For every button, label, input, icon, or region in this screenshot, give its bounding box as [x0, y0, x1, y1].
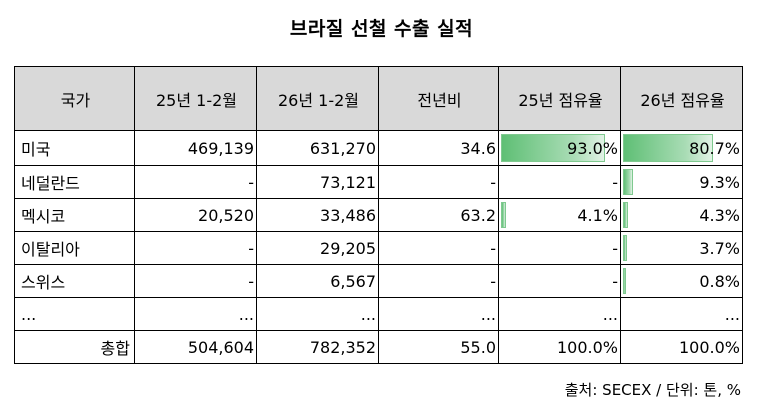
total-y25: 504,604 [134, 330, 257, 364]
yoy-cell: - [378, 264, 499, 298]
share25-cell: 4.1% [498, 198, 621, 232]
share25-databar [501, 202, 506, 228]
country-cell: 스위스 [14, 264, 135, 298]
table-row: 미국 469,139 631,270 34.6 93.0% 80.7% [14, 130, 743, 166]
header-26: 26년 1-2월 [256, 66, 379, 131]
y26-cell: 6,567 [256, 264, 379, 298]
total-share25: 100.0% [498, 330, 621, 364]
share25-cell: 93.0% [498, 130, 621, 166]
share26-value: 4.3% [699, 205, 740, 225]
total-label: 총합 [14, 330, 135, 364]
share26-cell: 9.3% [620, 165, 743, 199]
y25-cell: ... [134, 297, 257, 331]
share25-cell: ... [498, 297, 621, 331]
y25-cell: 20,520 [134, 198, 257, 232]
header-share25: 25년 점유율 [498, 66, 621, 131]
yoy-cell: 63.2 [378, 198, 499, 232]
share26-value: 3.7% [699, 238, 740, 258]
share26-databar [623, 235, 627, 261]
table-row: 네덜란드 -73,121- -9.3% [14, 165, 743, 199]
yoy-cell: 34.6 [378, 130, 499, 166]
share26-value: ... [724, 304, 740, 324]
header-share26: 26년 점유율 [620, 66, 743, 131]
yoy-cell: ... [378, 297, 499, 331]
country-cell: 이탈리아 [14, 231, 135, 265]
share25-value: ... [602, 304, 618, 324]
total-share26: 100.0% [620, 330, 743, 364]
y25-cell: - [134, 231, 257, 265]
share25-value: 93.0% [567, 138, 618, 158]
y25-cell: - [134, 264, 257, 298]
country-cell: 미국 [14, 130, 135, 166]
share25-value: - [612, 271, 618, 291]
table-row: 스위스 -6,567- -0.8% [14, 264, 743, 298]
share26-value: 0.8% [699, 271, 740, 291]
y26-cell: 29,205 [256, 231, 379, 265]
source-note: 출처: SECEX / 단위: 톤, % [564, 381, 741, 399]
share26-databar [623, 134, 713, 162]
share26-databar [623, 169, 633, 195]
share26-value: 80.7% [689, 138, 740, 158]
y26-cell: ... [256, 297, 379, 331]
country-cell: 멕시코 [14, 198, 135, 232]
total-y26: 782,352 [256, 330, 379, 364]
share25-value: - [612, 172, 618, 192]
share25-cell: - [498, 264, 621, 298]
country-cell: 네덜란드 [14, 165, 135, 199]
table-row: .................. [14, 297, 743, 331]
header-25: 25년 1-2월 [134, 66, 257, 131]
share26-databar [623, 268, 626, 294]
y26-cell: 73,121 [256, 165, 379, 199]
yoy-cell: - [378, 231, 499, 265]
share26-cell: ... [620, 297, 743, 331]
y26-cell: 33,486 [256, 198, 379, 232]
y25-cell: 469,139 [134, 130, 257, 166]
table-row: 이탈리아 -29,205- -3.7% [14, 231, 743, 265]
share26-cell: 3.7% [620, 231, 743, 265]
share25-value: 4.1% [577, 205, 618, 225]
y26-cell: 631,270 [256, 130, 379, 166]
table-row: 멕시코 20,520 33,486 63.2 4.1% 4.3% [14, 198, 743, 232]
share26-databar [623, 202, 628, 228]
share25-value: - [612, 238, 618, 258]
header-row: 국가 25년 1-2월 26년 1-2월 전년비 25년 점유율 26년 점유율 [14, 66, 743, 131]
header-country: 국가 [14, 66, 135, 131]
share25-databar [501, 134, 605, 162]
export-table: 국가 25년 1-2월 26년 1-2월 전년비 25년 점유율 26년 점유율… [14, 66, 743, 364]
table-title: 브라질 선철 수출 실적 [289, 18, 474, 40]
country-cell: ... [14, 297, 135, 331]
share26-cell: 0.8% [620, 264, 743, 298]
total-yoy: 55.0 [378, 330, 499, 364]
total-row: 총합 504,604 782,352 55.0 100.0% 100.0% [14, 330, 743, 364]
share26-cell: 80.7% [620, 130, 743, 166]
header-yoy: 전년비 [378, 66, 499, 131]
share26-cell: 4.3% [620, 198, 743, 232]
share25-cell: - [498, 231, 621, 265]
share26-value: 9.3% [699, 172, 740, 192]
yoy-cell: - [378, 165, 499, 199]
share25-cell: - [498, 165, 621, 199]
y25-cell: - [134, 165, 257, 199]
